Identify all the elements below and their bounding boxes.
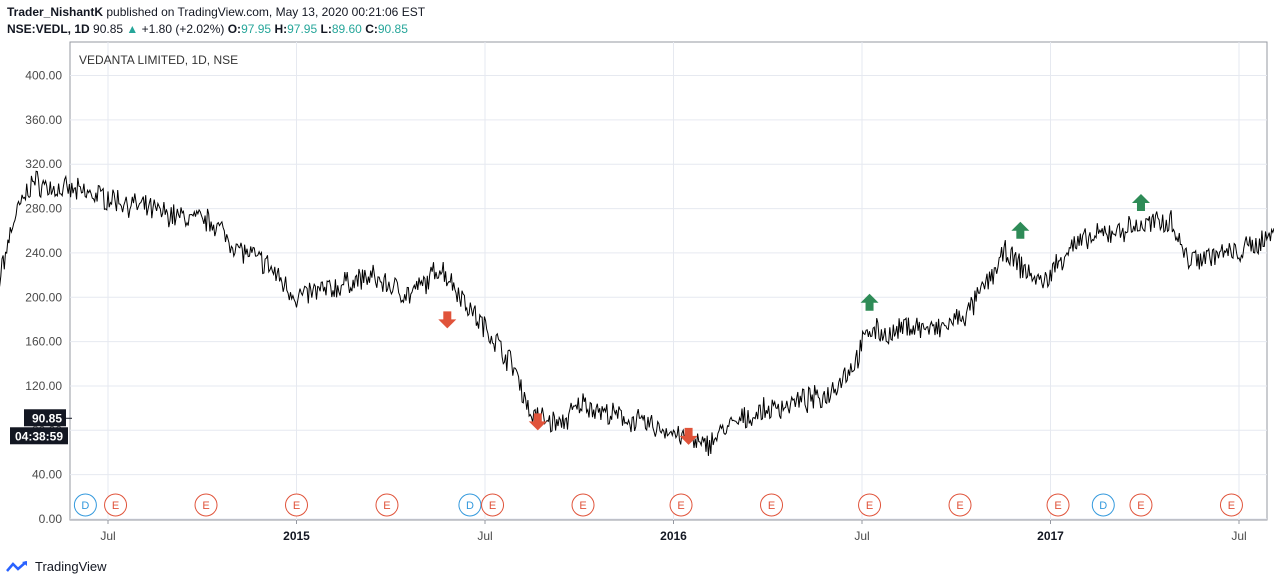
ohlc-legend: NSE:VEDL, 1D 90.85 ▲ +1.80 (+2.02%) O:97… (7, 22, 408, 36)
high-value: 97.95 (287, 22, 318, 36)
y-tick-label: 40.00 (32, 468, 62, 482)
earnings-marker[interactable] (1129, 493, 1153, 517)
up-triangle-icon: ▲ (126, 22, 139, 36)
last-price-badge-text: 90.85 (32, 411, 62, 425)
price-series-line[interactable] (0, 131, 1274, 456)
event-marker-label: E (202, 500, 209, 512)
event-marker-label: E (293, 500, 300, 512)
earnings-marker[interactable] (481, 493, 505, 517)
high-label: H: (274, 22, 288, 36)
x-tick-label: Jul (854, 529, 869, 543)
x-tick-label: 2015 (283, 529, 310, 543)
y-tick-label: 160.00 (25, 335, 62, 349)
y-tick-label: 280.00 (25, 202, 62, 216)
open-label: O: (227, 22, 242, 36)
earnings-marker[interactable] (948, 493, 972, 517)
earnings-marker[interactable] (194, 493, 218, 517)
last-price: 90.85 (93, 22, 124, 36)
x-tick-label: 2017 (1037, 529, 1064, 543)
earnings-marker[interactable] (285, 493, 308, 517)
price-change: +1.80 (+2.02%) (141, 22, 225, 36)
open-value: 97.95 (241, 22, 272, 36)
tradingview-logo-icon (6, 560, 27, 572)
footer: TradingView (6, 559, 107, 574)
y-tick-label: 320.00 (25, 157, 62, 171)
publish-info: Trader_NishantK published on TradingView… (7, 5, 425, 19)
event-marker-label: E (768, 500, 775, 512)
event-marker-label: E (489, 500, 496, 512)
earnings-marker[interactable] (1219, 493, 1243, 517)
buy-arrow-up-icon[interactable] (1131, 194, 1150, 212)
close-value: 90.85 (377, 22, 408, 36)
symbol-label: NSE:VEDL, 1D (7, 22, 90, 36)
countdown-badge (10, 427, 68, 445)
earnings-marker[interactable] (375, 493, 399, 517)
y-tick-label: 360.00 (25, 113, 62, 127)
event-marker-label: E (1137, 500, 1144, 512)
event-marker-label: E (383, 500, 390, 512)
dividend-marker[interactable] (73, 493, 97, 517)
chart-title: VEDANTA LIMITED, 1D, NSE (79, 53, 238, 67)
sell-arrow-down-icon[interactable] (528, 413, 547, 431)
x-tick-label: 2016 (660, 529, 687, 543)
earnings-marker[interactable] (669, 493, 693, 517)
close-label: C: (365, 22, 378, 36)
event-marker-label: E (112, 500, 119, 512)
earnings-marker[interactable] (104, 493, 128, 517)
event-marker-label: E (866, 500, 873, 512)
y-tick-label: 240.00 (25, 246, 62, 260)
event-marker-label: E (1228, 500, 1235, 512)
publisher-name[interactable]: Trader_NishantK (7, 5, 104, 19)
dividend-marker[interactable] (1091, 493, 1115, 517)
event-marker-label: D (466, 500, 474, 512)
publish-text: published on TradingView.com, May 13, 20… (106, 5, 426, 19)
x-tick-label: Jul (1231, 529, 1246, 543)
low-value: 89.60 (331, 22, 362, 36)
earnings-marker[interactable] (858, 493, 882, 517)
low-label: L: (320, 22, 332, 36)
sell-arrow-down-icon[interactable] (679, 427, 698, 445)
x-tick-label: Jul (477, 529, 492, 543)
y-tick-label: 120.00 (25, 379, 62, 393)
dividend-marker[interactable] (458, 493, 482, 517)
y-tick-label: 200.00 (25, 290, 62, 304)
event-marker-label: E (677, 500, 684, 512)
last-price-badge (24, 409, 66, 427)
y-tick-label: 400.00 (25, 69, 62, 83)
buy-arrow-up-icon[interactable] (860, 293, 879, 311)
event-marker-label: E (579, 500, 586, 512)
plot-frame (69, 41, 1268, 521)
earnings-marker[interactable] (760, 493, 784, 517)
y-tick-label: 0.00 (39, 512, 63, 526)
event-marker-label: D (1099, 500, 1107, 512)
brand-name[interactable]: TradingView (35, 559, 107, 574)
event-marker-label: E (956, 500, 963, 512)
countdown-badge-text: 04:38:59 (15, 429, 63, 443)
event-marker-label: E (1054, 500, 1061, 512)
sell-arrow-down-icon[interactable] (438, 311, 457, 329)
x-tick-label: Jul (100, 529, 115, 543)
earnings-marker[interactable] (1046, 493, 1070, 517)
event-marker-label: D (81, 500, 89, 512)
earnings-marker[interactable] (571, 493, 595, 517)
buy-arrow-up-icon[interactable] (1011, 221, 1030, 239)
